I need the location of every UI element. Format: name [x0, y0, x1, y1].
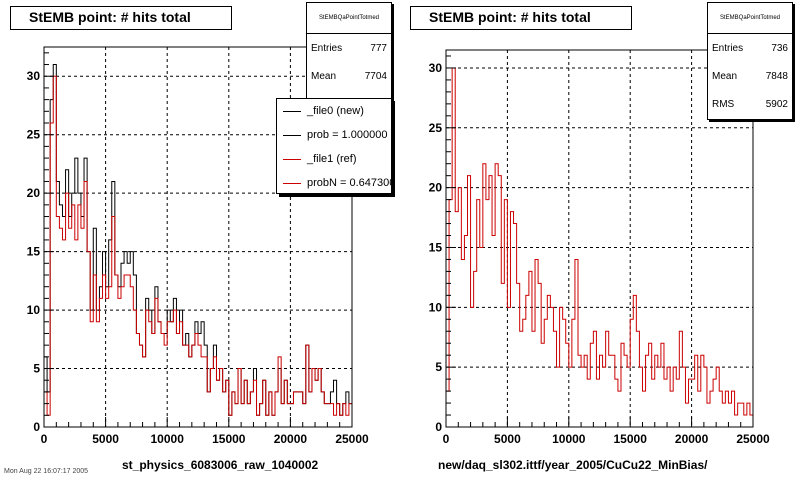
x-tick-label: 5000	[494, 432, 521, 446]
legend-swatch	[283, 158, 301, 160]
stats-mean-row: Mean 7704	[311, 70, 387, 82]
footer-timestamp: Mon Aug 22 16:07:17 2005	[4, 468, 89, 475]
chart-title-left: StEMB point: # hits total	[10, 6, 232, 30]
stats-entries-value: 736	[771, 42, 788, 54]
x-axis-label-right: new/daq_sl302.ittf/year_2005/CuCu22_MinB…	[438, 458, 708, 472]
legend-label: probN = 0.647300	[307, 177, 392, 189]
x-tick-label: 25000	[335, 432, 369, 446]
histogram-series	[43, 75, 352, 427]
x-tick-label: 10000	[151, 432, 185, 446]
y-tick-label: 25	[27, 128, 41, 142]
legend-entry: probN = 0.647300	[277, 171, 392, 193]
legend-swatch	[283, 110, 301, 112]
legend-label: _file1 (ref)	[307, 153, 357, 165]
stats-name: StEMBQaPointTotmed	[708, 3, 792, 34]
stats-mean-value: 7704	[364, 70, 387, 82]
legend-entry: _file0 (new)	[277, 99, 391, 123]
y-tick-label: 30	[429, 61, 443, 75]
legend-swatch	[283, 134, 301, 136]
stats-entries-row: Entries 777	[311, 42, 387, 54]
legend-entry: prob = 1.000000	[277, 123, 391, 147]
x-tick-label: 20000	[274, 432, 308, 446]
x-tick-label: 15000	[212, 432, 246, 446]
legend-swatch	[283, 182, 301, 184]
y-tick-label: 5	[435, 360, 442, 374]
stats-entries-row: Entries 736	[712, 42, 788, 54]
y-tick-label: 10	[27, 303, 41, 317]
plot-frame	[445, 49, 754, 428]
chart-title-right: StEMB point: # hits total	[410, 6, 632, 30]
y-tick-label: 20	[429, 181, 443, 195]
y-tick-label: 0	[33, 420, 40, 434]
legend-label: _file0 (new)	[307, 105, 364, 117]
stats-rms-value: 5902	[765, 98, 788, 110]
x-axis-label-left: st_physics_6083006_raw_1040002	[122, 458, 319, 472]
y-tick-label: 15	[27, 245, 41, 259]
x-tick-label: 25000	[736, 432, 770, 446]
plot-frame	[43, 46, 353, 428]
x-tick-label: 5000	[92, 432, 119, 446]
stats-rms-row: RMS 5902	[712, 98, 788, 110]
x-tick-label: 20000	[675, 432, 709, 446]
x-tick-label: 0	[41, 432, 48, 446]
stats-entries-value: 777	[370, 42, 387, 54]
y-tick-label: 10	[429, 300, 443, 314]
x-tick-label: 10000	[552, 432, 586, 446]
y-tick-label: 20	[27, 186, 41, 200]
stats-box-right: StEMBQaPointTotmed Entries 736 Mean 7848 R…	[707, 2, 793, 120]
y-tick-label: 5	[33, 362, 40, 376]
stats-name: StEMBQaPointTotmed	[307, 3, 391, 34]
stats-mean-row: Mean 7848	[712, 70, 788, 82]
y-tick-label: 0	[435, 420, 442, 434]
x-tick-label: 0	[443, 432, 450, 446]
legend-box: _file0 (new) prob = 1.000000 _file1 (ref…	[276, 98, 392, 194]
legend-entry: _file1 (ref)	[277, 147, 391, 171]
histogram-series	[445, 67, 753, 427]
legend-label: prob = 1.000000	[307, 129, 388, 141]
y-tick-label: 25	[429, 121, 443, 135]
stats-mean-value: 7848	[765, 70, 788, 82]
x-tick-label: 15000	[614, 432, 648, 446]
y-tick-label: 30	[27, 69, 41, 83]
y-tick-label: 15	[429, 240, 443, 254]
